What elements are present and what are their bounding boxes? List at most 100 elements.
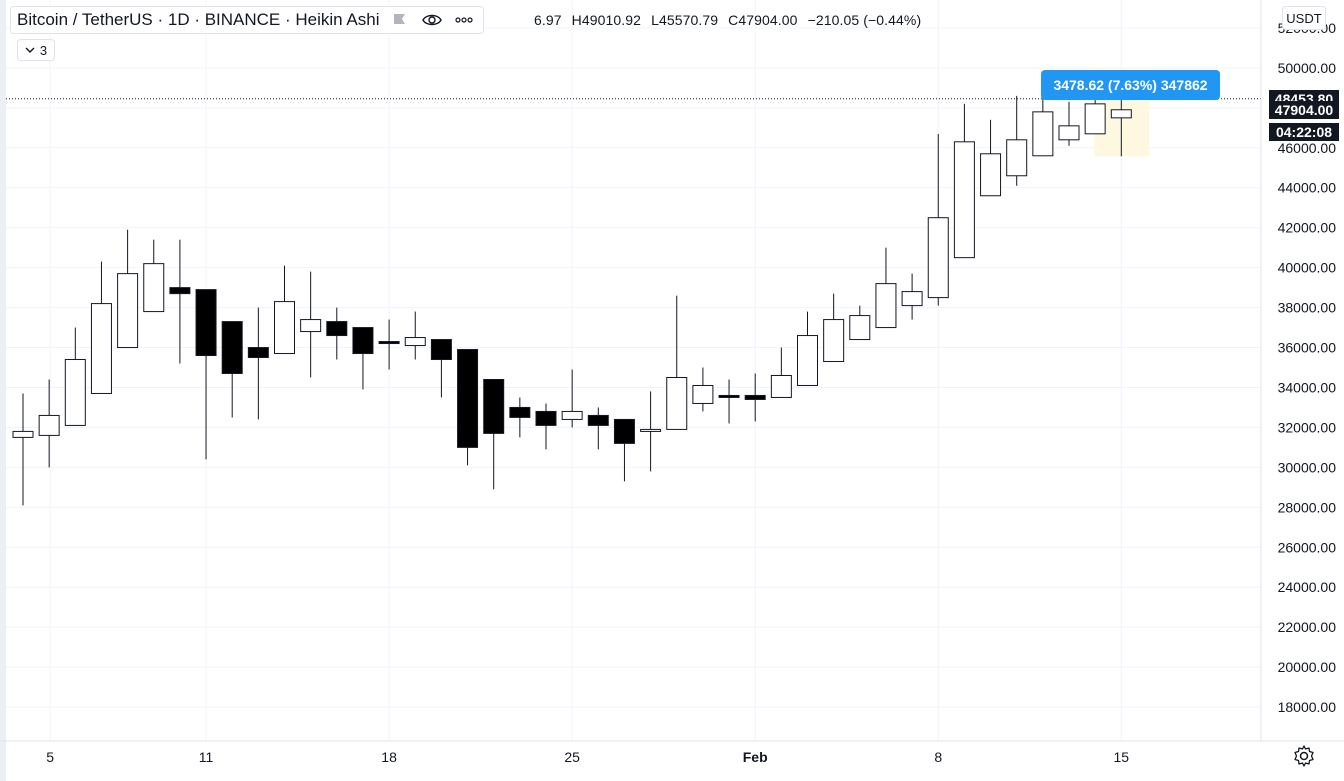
- candle[interactable]: [247, 307, 269, 420]
- candle-body-up: [274, 301, 295, 355]
- x-tick-label: 18: [381, 749, 397, 765]
- candle-body-up: [901, 291, 923, 307]
- candle-body-up: [927, 217, 949, 299]
- x-tick-label: Feb: [743, 749, 768, 765]
- candle-body-down: [169, 287, 191, 295]
- candle[interactable]: [221, 321, 243, 418]
- candle[interactable]: [927, 133, 949, 306]
- candle[interactable]: [378, 319, 400, 370]
- y-tick-label: 38000.00: [1278, 300, 1337, 316]
- candles[interactable]: [12, 73, 1132, 506]
- candle[interactable]: [692, 367, 714, 412]
- candle-body-up: [1084, 103, 1106, 135]
- candle-body-up: [38, 414, 60, 436]
- last-price-label: 47904.00: [1269, 100, 1339, 119]
- y-tick-label: 18000.00: [1278, 699, 1337, 715]
- candle[interactable]: [901, 273, 923, 320]
- candle[interactable]: [457, 349, 479, 466]
- candle[interactable]: [1006, 95, 1028, 186]
- candle[interactable]: [744, 373, 766, 422]
- candle-body-up: [797, 335, 818, 386]
- candle[interactable]: [718, 379, 740, 424]
- y-tick-label: 20000.00: [1278, 659, 1337, 675]
- candle[interactable]: [613, 418, 635, 482]
- candle-body-up: [143, 263, 165, 313]
- more-icon[interactable]: [453, 10, 475, 30]
- y-tick-label: 30000.00: [1278, 459, 1337, 475]
- candle-body-up: [1058, 125, 1080, 141]
- y-tick-label: 36000.00: [1278, 340, 1337, 356]
- candle-body-up: [1006, 139, 1028, 177]
- x-tick-label: 11: [199, 749, 214, 765]
- candle[interactable]: [352, 327, 374, 390]
- candle[interactable]: [561, 369, 583, 428]
- candle-body-down: [587, 414, 609, 426]
- candle[interactable]: [666, 295, 688, 430]
- gear-icon[interactable]: [1292, 744, 1316, 768]
- candle-body-down: [378, 341, 400, 345]
- candle-body-up: [1110, 109, 1132, 119]
- candle[interactable]: [587, 407, 609, 450]
- candle[interactable]: [509, 397, 531, 438]
- x-tick-label: 15: [1114, 749, 1130, 765]
- candle[interactable]: [143, 239, 165, 313]
- symbol-title[interactable]: Bitcoin / TetherUS · 1D · BINANCE · Heik…: [17, 10, 380, 29]
- candle[interactable]: [300, 271, 322, 378]
- ohlc-change: −210.05 (−0.44%): [807, 12, 922, 28]
- bar-countdown-label: 04:22:08: [1269, 122, 1339, 141]
- currency-badge[interactable]: USDT: [1282, 6, 1326, 30]
- candle[interactable]: [640, 391, 662, 472]
- candle[interactable]: [535, 403, 557, 450]
- candle-body-up: [875, 283, 897, 329]
- ohlc-high: H49010.92: [571, 12, 642, 28]
- candle[interactable]: [849, 305, 871, 341]
- candle[interactable]: [1058, 101, 1080, 146]
- candle[interactable]: [195, 289, 217, 460]
- candle[interactable]: [38, 379, 60, 468]
- left-edge-strip: [0, 0, 6, 781]
- candle[interactable]: [404, 311, 426, 360]
- x-tick-label: 25: [564, 749, 580, 765]
- candle-body-down: [535, 410, 557, 426]
- candle-body-down: [483, 378, 505, 434]
- candle-body-down: [195, 289, 217, 357]
- candle[interactable]: [169, 239, 191, 364]
- candle[interactable]: [1032, 89, 1054, 157]
- candle[interactable]: [430, 339, 452, 398]
- candle[interactable]: [797, 311, 818, 386]
- candle[interactable]: [953, 103, 975, 259]
- candle[interactable]: [875, 247, 897, 329]
- flag-icon[interactable]: [389, 10, 411, 30]
- candle[interactable]: [980, 119, 1002, 197]
- indicators-toggle-button[interactable]: 3: [17, 39, 55, 61]
- candle[interactable]: [770, 347, 792, 398]
- candle[interactable]: [274, 265, 295, 355]
- eye-icon[interactable]: [421, 10, 443, 30]
- candle[interactable]: [483, 378, 505, 490]
- candle-body-up: [90, 303, 112, 394]
- symbol-legend[interactable]: Bitcoin / TetherUS · 1D · BINANCE · Heik…: [10, 6, 485, 34]
- y-tick-label: 26000.00: [1278, 539, 1337, 555]
- candle-body-down: [613, 418, 635, 444]
- y-tick-label: 40000.00: [1278, 260, 1337, 276]
- candle-body-up: [823, 319, 845, 363]
- y-tick-label: 22000.00: [1278, 619, 1337, 635]
- candle[interactable]: [326, 307, 348, 360]
- candle-body-up: [117, 273, 139, 349]
- candle-body-down: [457, 349, 479, 448]
- candle-body-down: [718, 394, 740, 398]
- candle-body-up: [980, 153, 1002, 197]
- y-tick-label: 24000.00: [1278, 579, 1337, 595]
- candle[interactable]: [90, 261, 112, 394]
- y-tick-label: 34000.00: [1278, 379, 1337, 395]
- candle[interactable]: [64, 327, 86, 426]
- ohlc-close: C47904.00: [728, 12, 798, 28]
- candle-body-down: [509, 406, 531, 418]
- time-axis[interactable]: 5 11 18 25 Feb 8 15: [46, 749, 1129, 765]
- candle-body-up: [300, 319, 322, 333]
- candle[interactable]: [12, 393, 34, 506]
- candle[interactable]: [117, 229, 139, 349]
- candle-body-up: [1032, 111, 1054, 157]
- candle[interactable]: [823, 293, 845, 363]
